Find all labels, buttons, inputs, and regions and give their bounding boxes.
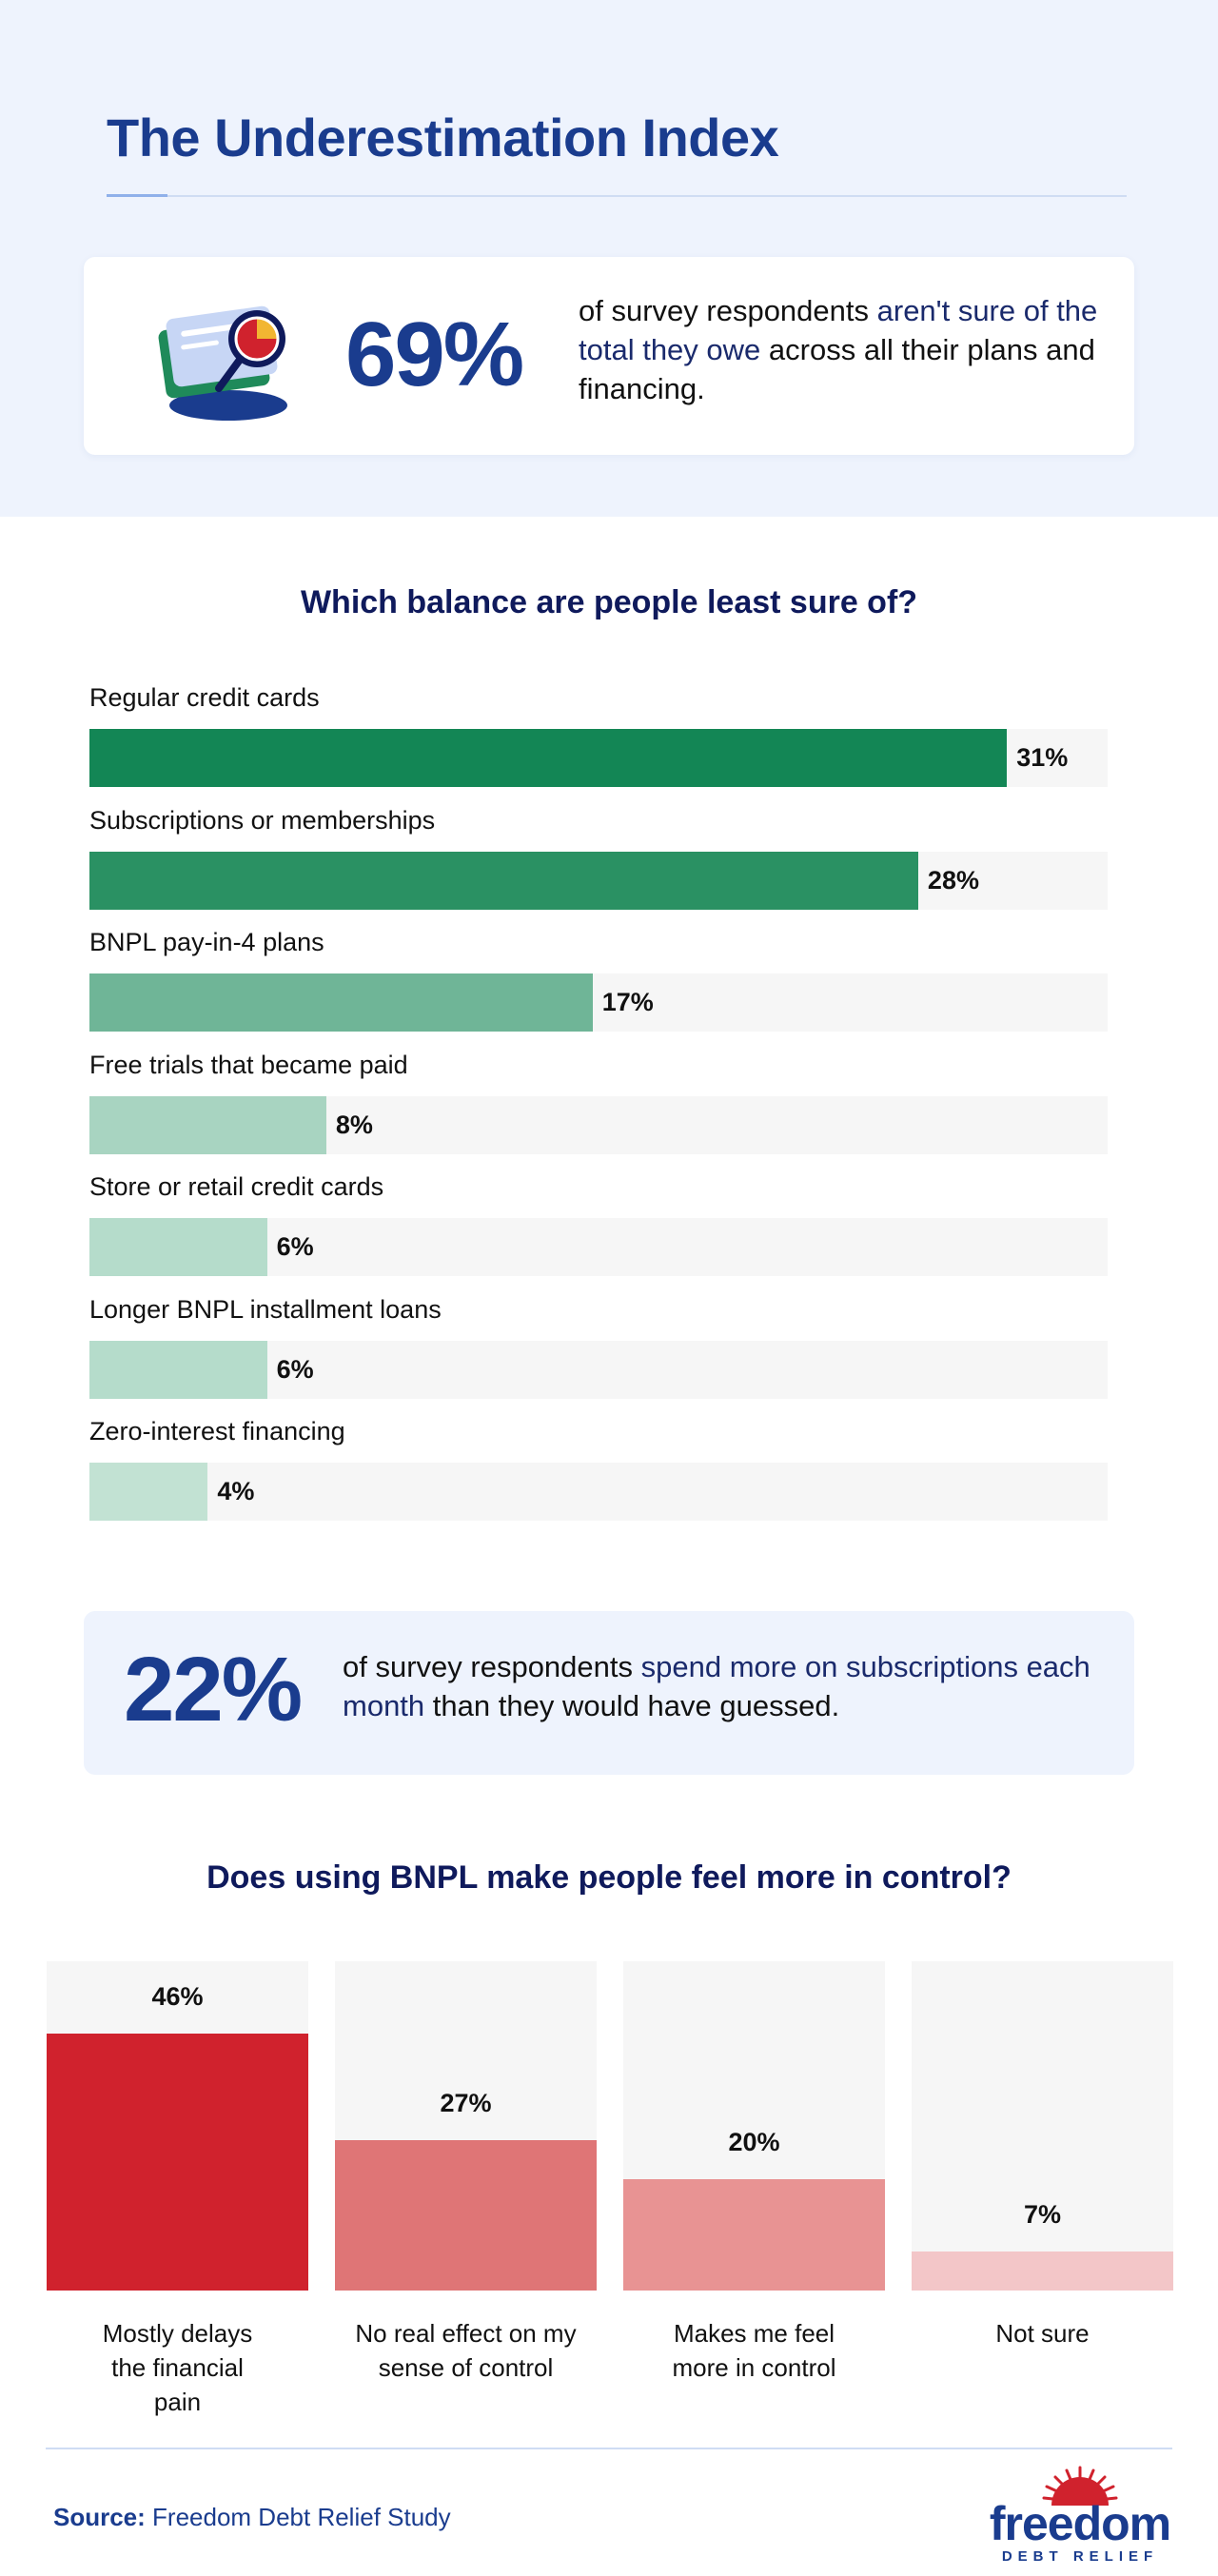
column-category-label: Makes me feel more in control bbox=[672, 2319, 836, 2382]
stat-text-highlight: aren't sure of the total they owe bbox=[579, 294, 1098, 366]
logo-subtitle: DEBT RELIEF bbox=[1001, 2548, 1159, 2565]
bar-track: 4% bbox=[89, 1463, 1108, 1521]
column-track: 20% bbox=[623, 1961, 885, 2291]
bar-label: Regular credit cards bbox=[89, 683, 320, 712]
column-track: 7% bbox=[912, 1961, 1173, 2291]
stat-text-highlight: spend more on subscriptions each month bbox=[343, 1650, 1090, 1722]
bar-value-label: 28% bbox=[927, 865, 979, 895]
freedom-logo: freedom DEBT RELIEF bbox=[985, 2460, 1175, 2565]
bar bbox=[89, 1340, 267, 1399]
page-title: The Underestimation Index bbox=[107, 108, 779, 167]
stat-description-22: of survey respondents spend more on subs… bbox=[343, 1647, 1104, 1725]
bar bbox=[89, 851, 918, 910]
column-value-label: 7% bbox=[1023, 2199, 1062, 2229]
bar-label: Free trials that became paid bbox=[89, 1050, 408, 1079]
stat-text-after: than they would have guessed. bbox=[424, 1689, 840, 1722]
bar-value-label: 8% bbox=[335, 1110, 373, 1139]
bar-value-label: 6% bbox=[276, 1232, 314, 1261]
stat-value-22: 22% bbox=[124, 1639, 303, 1740]
column-track: 27% bbox=[335, 1961, 597, 2291]
bar-track: 28% bbox=[89, 851, 1108, 910]
credit-card-magnifier-icon bbox=[158, 305, 287, 421]
column-track: 46% bbox=[47, 1961, 308, 2291]
title-divider-accent bbox=[107, 194, 167, 197]
stat-text-before: of survey respondents bbox=[579, 294, 877, 327]
stat-value-69: 69% bbox=[345, 304, 524, 405]
footer-divider bbox=[46, 2448, 1172, 2449]
stat-description-69: of survey respondents aren't sure of the… bbox=[579, 291, 1111, 408]
column-category-label: Mostly delays the financial pain bbox=[102, 2319, 253, 2416]
bar bbox=[89, 1463, 208, 1521]
bar-label: Subscriptions or memberships bbox=[89, 805, 436, 835]
column-bar bbox=[335, 2139, 597, 2291]
bar-label: Store or retail credit cards bbox=[89, 1172, 384, 1201]
bar-value-label: 31% bbox=[1016, 743, 1069, 772]
chart-title-bnpl-control: Does using BNPL make people feel more in… bbox=[206, 1859, 1012, 1896]
bar-track: 8% bbox=[89, 1095, 1108, 1154]
chart-title-balances: Which balance are people least sure of? bbox=[300, 584, 918, 620]
hero-section: The Underestimation Index 69% of survey … bbox=[0, 0, 1218, 517]
column-value-label: 27% bbox=[440, 2088, 492, 2117]
column-value-label: 46% bbox=[151, 1982, 204, 2012]
bar-value-label: 17% bbox=[601, 988, 654, 1016]
bar-track: 17% bbox=[89, 973, 1108, 1032]
bar-track: 6% bbox=[89, 1340, 1108, 1399]
column-bar bbox=[623, 2178, 885, 2291]
source-label: Source: bbox=[53, 2503, 146, 2531]
logo-wordmark: freedom bbox=[989, 2497, 1171, 2550]
bar-label: Longer BNPL installment loans bbox=[89, 1294, 442, 1324]
column-category-label: Not sure bbox=[995, 2319, 1090, 2348]
bar-value-label: 6% bbox=[276, 1354, 314, 1384]
bar-track: 31% bbox=[89, 729, 1108, 787]
column-category-label: No real effect on my sense of control bbox=[355, 2319, 577, 2382]
stat-text-before: of survey respondents bbox=[343, 1650, 641, 1683]
stat-text-after: across all their plans and financing. bbox=[579, 333, 1095, 405]
bar bbox=[89, 729, 1008, 787]
stat-card-22: 22% of survey respondents spend more on … bbox=[84, 1611, 1134, 1775]
column-bar bbox=[912, 2251, 1173, 2291]
bar bbox=[89, 973, 593, 1032]
bar bbox=[89, 1218, 267, 1276]
bar-value-label: 4% bbox=[217, 1477, 255, 1505]
source-note: Source: Freedom Debt Relief Study bbox=[53, 2503, 451, 2532]
bar-label: Zero-interest financing bbox=[89, 1417, 345, 1445]
stat-card-69: 69% of survey respondents aren't sure of… bbox=[84, 257, 1134, 455]
column-value-label: 20% bbox=[728, 2127, 780, 2156]
sunburst-icon bbox=[1042, 2466, 1118, 2506]
source-text: Freedom Debt Relief Study bbox=[145, 2503, 451, 2531]
column-bar bbox=[47, 2034, 308, 2291]
bar-track: 6% bbox=[89, 1218, 1108, 1276]
bar bbox=[89, 1095, 326, 1154]
title-divider bbox=[107, 195, 1127, 197]
bar-label: BNPL pay-in-4 plans bbox=[89, 928, 324, 956]
